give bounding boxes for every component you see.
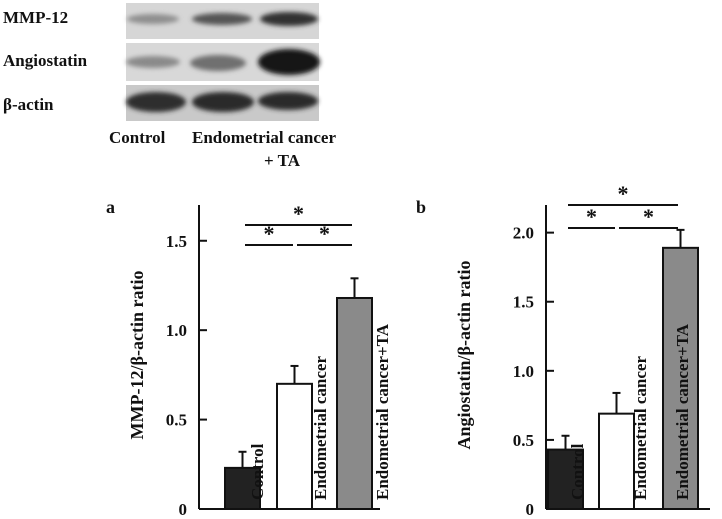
y-tick-label: 1.5 (166, 232, 187, 251)
significance-star: * (319, 221, 330, 246)
blot-lane-label-ta: + TA (264, 151, 301, 170)
panel-label: a (106, 197, 115, 217)
blot-band (126, 56, 180, 68)
blot-band (258, 49, 320, 75)
blot-band (126, 92, 186, 112)
y-tick-label: 1.0 (513, 362, 534, 381)
y-tick-label: 1.5 (513, 293, 534, 312)
blot-band (192, 92, 254, 112)
category-label: Endometrial cancer (631, 356, 650, 500)
blot-row-label-angiostatin: Angiostatin (3, 51, 88, 70)
bar-endometrial-cancer (598, 412, 635, 510)
bar-endometrial-cancer-ta (336, 296, 373, 510)
bar-control (547, 448, 584, 510)
blot-band (127, 14, 179, 24)
bar-control (224, 466, 261, 510)
y-tick-label: 0.5 (166, 411, 187, 430)
y-axis-label: MMP-12/β-actin ratio (127, 271, 147, 440)
blot-band (260, 12, 318, 26)
bar-endometrial-cancer (276, 382, 313, 510)
category-label: Endometrial cancer (311, 356, 330, 500)
y-tick-label: 1.0 (166, 321, 187, 340)
significance-star: * (586, 204, 597, 229)
bar-endometrial-cancer-ta (662, 246, 699, 510)
significance-star: * (264, 221, 275, 246)
significance-star: * (618, 181, 629, 206)
y-tick-label: 0.5 (513, 431, 534, 450)
blot-lane-label-control: Control (109, 128, 166, 147)
blot-strip-angiostatin (126, 43, 320, 81)
chart-panel-a: a MMP-12/β-actin ratio 0 0.5 1.0 1.5 Control En… (106, 197, 392, 519)
y-tick-label: 2.0 (513, 224, 534, 243)
significance-star: * (293, 201, 304, 226)
category-label: Endometrial cancer+TA (673, 323, 692, 500)
chart-panel-b: b Angiostatin/β-actin ratio 0 0.5 1.0 1.5 2.0 C… (416, 181, 710, 519)
category-label: Control (248, 443, 267, 500)
blot-band (192, 13, 252, 25)
category-label: Control (568, 443, 587, 500)
panel-label: b (416, 197, 426, 217)
y-tick-label: 0 (526, 500, 535, 519)
blot-lane-label-endometrial-cancer: Endometrial cancer (192, 128, 336, 147)
blot-row-label-mmp12: MMP-12 (3, 8, 68, 27)
significance-star: * (643, 204, 654, 229)
blot-strip-mmp12 (126, 3, 319, 39)
blot-row-label-actin: β-actin (3, 95, 54, 114)
category-label: Endometrial cancer+TA (373, 323, 392, 500)
western-blot: MMP-12 Angiostatin β-actin Control Endom… (3, 3, 336, 170)
y-tick-label: 0 (179, 500, 188, 519)
blot-band (190, 55, 246, 71)
y-axis-label: Angiostatin/β-actin ratio (454, 261, 474, 450)
blot-band (258, 92, 318, 110)
blot-strip-actin (126, 85, 319, 121)
